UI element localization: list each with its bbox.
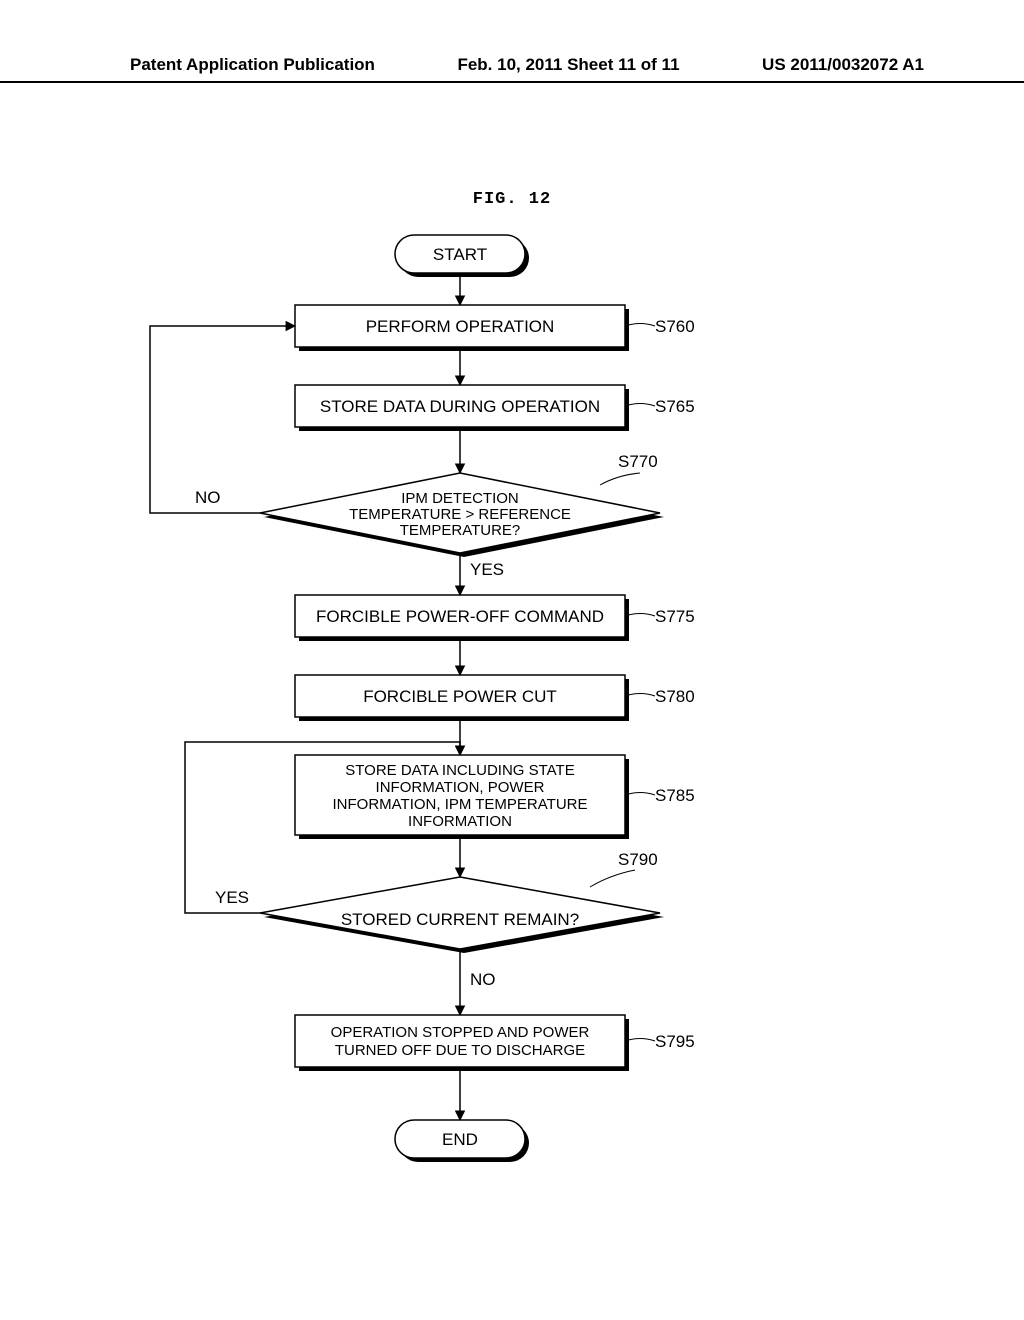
s775-label: S775 — [655, 607, 695, 626]
s780-text: FORCIBLE POWER CUT — [363, 687, 557, 706]
s790-text: STORED CURRENT REMAIN? — [341, 910, 579, 929]
s790-label: S790 — [618, 850, 658, 869]
s785-l3: INFORMATION, IPM TEMPERATURE — [332, 796, 587, 813]
s775-text: FORCIBLE POWER-OFF COMMAND — [316, 607, 604, 626]
s770-diamond: IPM DETECTION TEMPERATURE > REFERENCE TE… — [260, 473, 664, 557]
s785-l2: INFORMATION, POWER — [376, 779, 545, 796]
s765-label: S765 — [655, 397, 695, 416]
s785-label: S785 — [655, 786, 695, 805]
s770-label: S770 — [618, 452, 658, 471]
flowchart: START PERFORM OPERATION S760 STORE DATA … — [0, 225, 1024, 1225]
s795-l1: OPERATION STOPPED AND POWER — [331, 1024, 590, 1041]
s765-box: STORE DATA DURING OPERATION — [295, 385, 629, 431]
start-text: START — [433, 245, 487, 264]
header-right: US 2011/0032072 A1 — [762, 55, 924, 75]
figure-title: FIG. 12 — [0, 190, 1024, 209]
s770-l1: IPM DETECTION — [401, 490, 519, 507]
s760-text: PERFORM OPERATION — [366, 317, 555, 336]
s790-no: NO — [470, 970, 496, 989]
header-mid: Feb. 10, 2011 Sheet 11 of 11 — [457, 55, 679, 75]
end-node: END — [395, 1120, 529, 1162]
s785-l1: STORE DATA INCLUDING STATE — [345, 762, 574, 779]
s765-text: STORE DATA DURING OPERATION — [320, 397, 600, 416]
s760-box: PERFORM OPERATION — [295, 305, 629, 351]
end-text: END — [442, 1130, 478, 1149]
s780-label: S780 — [655, 687, 695, 706]
s785-l4: INFORMATION — [408, 813, 512, 830]
s780-box: FORCIBLE POWER CUT — [295, 675, 629, 721]
page-header: Patent Application Publication Feb. 10, … — [0, 55, 1024, 83]
s790-diamond: STORED CURRENT REMAIN? — [260, 877, 664, 953]
header-left: Patent Application Publication — [130, 55, 375, 75]
s785-box: STORE DATA INCLUDING STATE INFORMATION, … — [295, 755, 629, 839]
start-node: START — [395, 235, 529, 277]
s795-box: OPERATION STOPPED AND POWER TURNED OFF D… — [295, 1015, 629, 1071]
s795-label: S795 — [655, 1032, 695, 1051]
s795-l2: TURNED OFF DUE TO DISCHARGE — [335, 1042, 585, 1059]
s770-no: NO — [195, 488, 221, 507]
s770-yes: YES — [470, 560, 504, 579]
s770-l2: TEMPERATURE > REFERENCE — [349, 506, 571, 523]
s770-l3: TEMPERATURE? — [400, 522, 521, 539]
s790-yes: YES — [215, 888, 249, 907]
s775-box: FORCIBLE POWER-OFF COMMAND — [295, 595, 629, 641]
s760-label: S760 — [655, 317, 695, 336]
